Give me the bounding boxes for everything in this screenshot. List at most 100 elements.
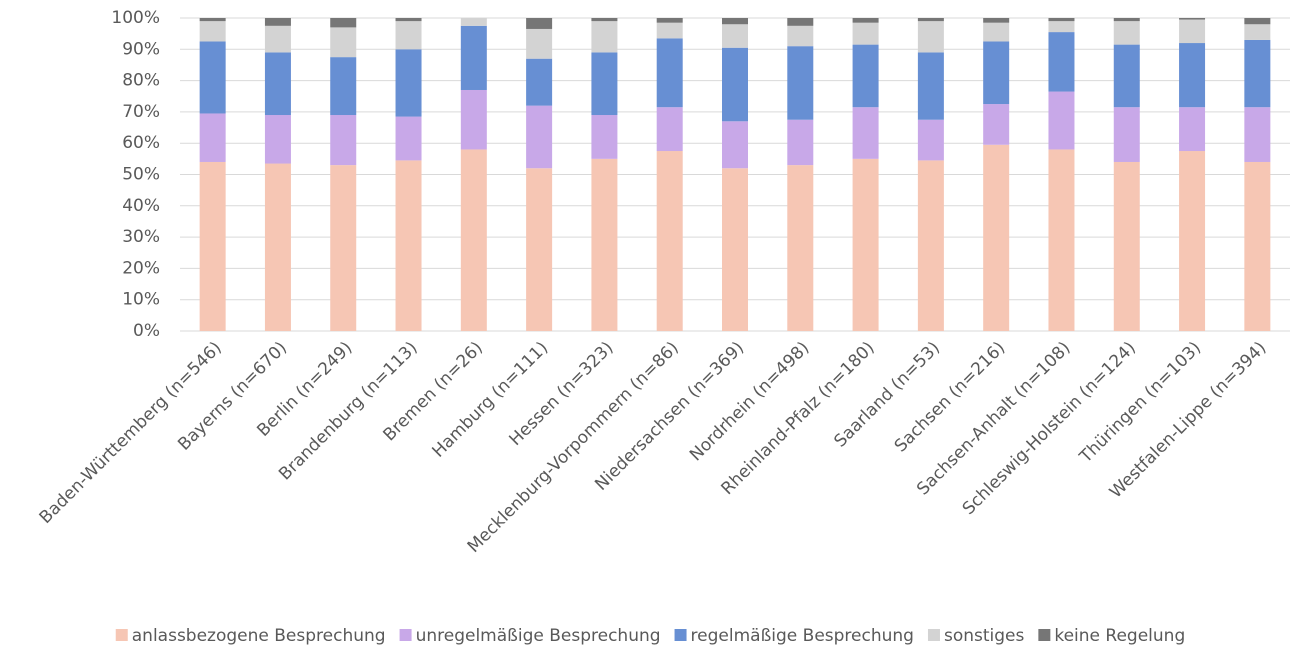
- y-tick-label: 70%: [122, 102, 160, 122]
- bar-segment: [852, 158, 879, 331]
- bar-segment: [787, 165, 814, 331]
- bar-segment: [591, 18, 618, 22]
- bar-segment: [852, 22, 879, 45]
- legend-label: sonstiges: [944, 626, 1025, 646]
- bar-segment: [1048, 91, 1075, 150]
- legend-swatch: [927, 629, 940, 641]
- bar-segment: [656, 151, 683, 331]
- bar-segment: [1048, 149, 1075, 331]
- bar-segment: [526, 105, 553, 169]
- bar-segment: [1244, 107, 1271, 162]
- bar-segment: [1179, 43, 1206, 108]
- bar-segment: [395, 49, 422, 117]
- legend-swatch: [399, 629, 412, 641]
- y-tick-label: 100%: [111, 8, 160, 28]
- bar-segment: [199, 161, 226, 331]
- legend: anlassbezogene Besprechung unregelmäßige …: [115, 626, 1185, 646]
- bar-segment: [395, 21, 422, 50]
- bar-segment: [722, 168, 748, 331]
- bar-segment: [395, 160, 422, 331]
- bar-segment: [1244, 24, 1271, 40]
- bar-segment: [983, 18, 1010, 23]
- bar-segment: [1179, 151, 1206, 331]
- y-tick-label: 30%: [122, 227, 160, 247]
- bar-segment: [395, 116, 422, 161]
- bar-segment: [1244, 18, 1271, 25]
- bar-segment: [330, 165, 357, 331]
- legend-label: regelmäßige Besprechung: [691, 626, 914, 646]
- bar-segment: [656, 22, 683, 39]
- bar-segment: [526, 28, 553, 59]
- bar-segment: [264, 18, 291, 26]
- bar-segment: [917, 18, 944, 22]
- bar-segment: [526, 58, 553, 106]
- legend-swatch: [1038, 629, 1051, 641]
- bar-segment: [199, 113, 226, 162]
- bar-segment: [264, 163, 291, 331]
- bar-segment: [1113, 107, 1140, 162]
- legend-label: anlassbezogene Besprechung: [132, 626, 386, 646]
- bar-segment: [460, 25, 487, 90]
- bar-segment: [330, 57, 357, 116]
- bar-segment: [591, 52, 618, 116]
- bar-segment: [852, 107, 879, 159]
- bar-segment: [787, 46, 814, 120]
- bar-segment: [917, 160, 944, 331]
- bar-segment: [1113, 44, 1140, 108]
- bar-segment: [1179, 107, 1206, 152]
- bar-segment: [656, 107, 683, 152]
- x-tick-label: Sachsen (n=216): [891, 338, 1009, 456]
- bar-segment: [722, 24, 748, 48]
- y-tick-label: 90%: [122, 39, 160, 59]
- legend-label: keine Regelung: [1054, 626, 1185, 646]
- bar-segment: [591, 115, 618, 159]
- bar-segment: [656, 38, 683, 108]
- bar-segment: [1244, 161, 1271, 331]
- bar-segment: [330, 18, 357, 28]
- x-tick-label: Bayerns (n=670): [174, 338, 291, 455]
- bar-segment: [656, 18, 683, 23]
- bar-segment: [526, 18, 553, 29]
- bar-segment: [722, 18, 748, 25]
- bar-segment: [983, 41, 1010, 105]
- bar-segment: [722, 47, 748, 122]
- y-tick-label: 50%: [122, 165, 160, 185]
- x-tick-label: Hamburg (n=111): [428, 338, 552, 462]
- bar-segment: [1048, 21, 1075, 33]
- bar-segment: [917, 21, 944, 53]
- x-tick-label: Nordrhein (n=498): [686, 338, 813, 465]
- bar-segment: [1244, 39, 1271, 108]
- bar-segment: [460, 18, 487, 26]
- y-tick-label: 80%: [122, 71, 160, 91]
- legend-label: unregelmäßige Besprechung: [416, 626, 661, 646]
- bar-segment: [787, 119, 814, 166]
- bar-segment: [983, 22, 1010, 42]
- bar-segment: [917, 119, 944, 161]
- bar-segment: [264, 115, 291, 164]
- bar-segment: [1048, 32, 1075, 92]
- bar-segment: [1179, 19, 1206, 44]
- bar-segment: [787, 18, 814, 26]
- bar-segment: [722, 121, 748, 169]
- bar-segment: [1113, 21, 1140, 45]
- bar-segment: [330, 115, 357, 166]
- bar-segment: [983, 104, 1010, 145]
- bar-segment: [330, 27, 357, 58]
- bar-segment: [264, 52, 291, 116]
- y-tick-label: 40%: [122, 196, 160, 216]
- bar-segment: [199, 18, 226, 22]
- y-tick-label: 60%: [122, 133, 160, 153]
- y-tick-label: 0%: [133, 321, 160, 341]
- bar-segment: [852, 44, 879, 108]
- bar-segment: [1048, 18, 1075, 22]
- bar-segment: [526, 168, 553, 331]
- bar-segment: [917, 52, 944, 120]
- bar-segment: [264, 25, 291, 53]
- bar-segment: [199, 21, 226, 42]
- bar-segment: [591, 158, 618, 331]
- legend-swatch: [674, 629, 687, 641]
- bar-segment: [1113, 18, 1140, 22]
- legend-swatch: [115, 629, 128, 641]
- bar-segment: [460, 89, 487, 150]
